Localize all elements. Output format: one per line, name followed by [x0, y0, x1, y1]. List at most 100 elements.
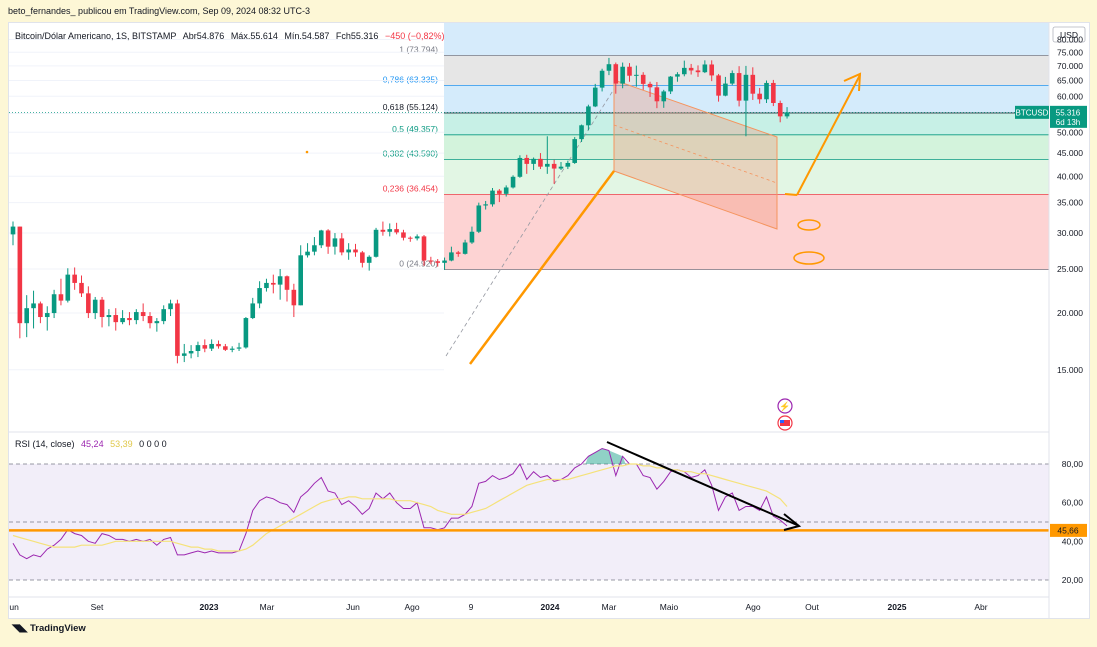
- candle-body: [682, 67, 687, 75]
- candle-body: [455, 252, 461, 254]
- candle-body: [688, 67, 694, 71]
- candle-body: [565, 162, 571, 167]
- time-tick-label: Jun: [9, 602, 19, 612]
- candle-body: [750, 74, 756, 94]
- candle-body: [332, 238, 338, 247]
- candle-body: [161, 309, 166, 322]
- fibonacci-retracement[interactable]: 1 (73.794) 0,786 (63.335) 0,618 (55.124) 0,…: [383, 23, 1049, 271]
- rsi-tick-label: 80,00: [1062, 459, 1084, 469]
- candle-body: [777, 102, 783, 117]
- price-tag-value: 55.316: [1056, 108, 1081, 117]
- price-tick-label: 60.000: [1057, 91, 1083, 101]
- candle-body: [469, 231, 475, 243]
- candle-body: [380, 229, 386, 232]
- candle-body: [586, 106, 591, 126]
- price-tick-label: 50.000: [1057, 127, 1083, 137]
- divergence-arrowhead: [783, 513, 802, 531]
- time-tick-label: Maio: [660, 602, 679, 612]
- chart-canvas[interactable]: 1 (73.794) 0,786 (63.335) 0,618 (55.124) 0,…: [9, 23, 1089, 618]
- descending-channel: [613, 79, 778, 230]
- candle-body: [92, 299, 98, 314]
- drawings-back[interactable]: [445, 79, 778, 357]
- time-tick-label: 9: [469, 602, 474, 612]
- candle-body: [223, 346, 228, 350]
- price-tick-label: 15.000: [1057, 365, 1083, 375]
- lightning-icon: [777, 398, 793, 414]
- candle-body: [483, 204, 488, 206]
- time-tick-label: Mar: [260, 602, 275, 612]
- time-axis[interactable]: Jun Set 2023 Mar Jun Ago 9 2024 Mar Maio Ago Out 202…: [9, 596, 1049, 612]
- candle-body: [476, 205, 482, 232]
- price-tick-label: 45.000: [1057, 148, 1083, 158]
- rsi-tick-label: 40,00: [1062, 536, 1084, 546]
- price-grid: [9, 39, 1049, 371]
- projection-arrowhead: [843, 72, 862, 92]
- time-tick-label: 2023: [200, 602, 219, 612]
- candle-body: [127, 318, 132, 321]
- change-value: −450 (−0,82%): [384, 31, 445, 41]
- price-tick-label: 80.000: [1057, 35, 1083, 45]
- candle-body: [736, 73, 742, 101]
- drawings[interactable]: ⚡: [305, 72, 862, 431]
- candle-body: [216, 343, 221, 347]
- candle-body: [168, 303, 173, 310]
- candle-body: [65, 274, 71, 301]
- tradingview-logo[interactable]: ◥◣ TradingView: [12, 623, 86, 634]
- candle-body: [545, 163, 550, 167]
- candle-body: [44, 313, 50, 318]
- candle-body: [257, 288, 262, 304]
- price-tick-label: 35.000: [1057, 198, 1083, 208]
- candle-body: [647, 83, 653, 88]
- fib-trend-line: [445, 88, 615, 357]
- price-axis[interactable]: USD 15.000 20.000 25.000 30.000 35.000 40.000 4…: [1015, 23, 1089, 618]
- rsi-ma-value: 53,39: [110, 439, 133, 449]
- high-value: Máx.55.614: [230, 31, 278, 41]
- candle-body: [99, 299, 105, 318]
- publisher-line: beto_fernandes_ publicou em TradingView.…: [8, 6, 311, 16]
- candle-body: [408, 237, 413, 239]
- support-circle-2: [793, 251, 825, 265]
- candle-body: [271, 282, 276, 285]
- candle-body: [640, 74, 646, 84]
- candle-body: [442, 260, 447, 263]
- channel-midline: [613, 124, 778, 184]
- candle-body: [24, 308, 29, 324]
- time-tick-label: 2024: [541, 602, 560, 612]
- projection-arrow: [796, 74, 861, 196]
- candle-body: [264, 282, 269, 289]
- candle-body: [181, 353, 187, 356]
- candle-body: [538, 158, 543, 167]
- candle-body: [277, 276, 283, 285]
- rsi-tick-label: 20,00: [1062, 575, 1084, 585]
- time-tick-label: Mar: [602, 602, 617, 612]
- candle-body: [366, 256, 372, 263]
- candle-body: [572, 139, 577, 163]
- fib-label-1: 1 (73.794): [399, 44, 438, 54]
- candle-body: [298, 255, 303, 306]
- candle-body: [10, 226, 16, 235]
- rsi-pane: [9, 431, 1049, 581]
- rsi-ma-line: [12, 463, 788, 552]
- fib-zone-top: [444, 23, 1049, 56]
- currency-label: USD: [1060, 30, 1078, 40]
- fib-label-0,5: 0,5 (49.357): [392, 124, 438, 134]
- rsi-zeros: 0 0 0 0: [139, 439, 167, 449]
- symbol-legend: Bitcoin/Dólar Americano, 1S, BITSTAMP Ab…: [15, 31, 445, 41]
- candle-body: [339, 238, 345, 253]
- time-tick-label: Set: [91, 602, 104, 612]
- candle-body: [195, 345, 201, 352]
- close-value: Fch55.316: [335, 31, 379, 41]
- price-tick-label: 70.000: [1057, 61, 1083, 71]
- candle-body: [17, 226, 23, 324]
- time-tick-label: 2025: [888, 602, 907, 612]
- price-tick-label: 75.000: [1057, 47, 1083, 57]
- projection-start: [784, 193, 798, 196]
- candle-body: [497, 190, 502, 194]
- candle-body: [490, 190, 495, 205]
- candle-body: [202, 345, 208, 349]
- candle-body: [579, 125, 584, 140]
- candle-body: [729, 73, 735, 84]
- rsi-title: RSI (14, close): [15, 439, 75, 449]
- candle-body: [627, 66, 632, 76]
- candle-body: [510, 176, 516, 188]
